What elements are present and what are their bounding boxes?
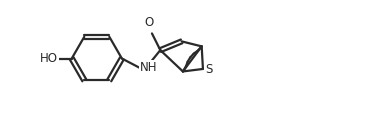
- Text: HO: HO: [40, 52, 58, 65]
- Text: S: S: [205, 63, 213, 76]
- Text: NH: NH: [140, 61, 157, 74]
- Text: O: O: [145, 16, 154, 29]
